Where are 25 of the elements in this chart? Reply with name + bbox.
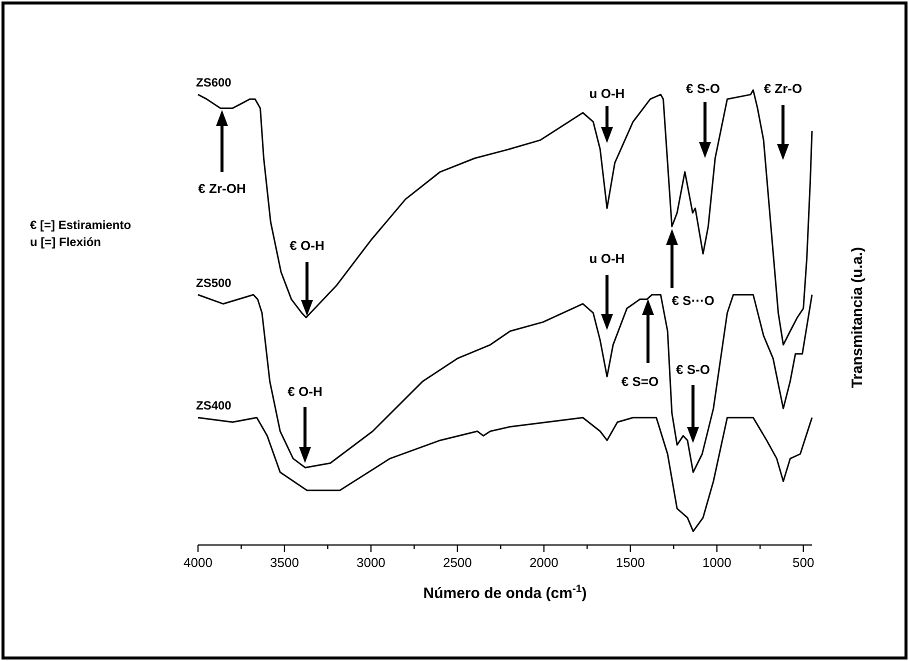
x-tick-label: 3500: [270, 555, 299, 570]
x-tick-label: 1000: [702, 555, 732, 570]
text: € [=] Estiramiento: [30, 218, 132, 232]
annotation: € S⋯O: [672, 293, 714, 308]
x-tick-label: 1500: [616, 555, 645, 570]
x-tick-label: 2500: [442, 555, 472, 570]
annotation: € O-H: [288, 384, 322, 399]
series-label: ZS500: [196, 276, 232, 290]
annotation: € S-O: [676, 362, 710, 377]
annotation: u O-H: [589, 86, 625, 101]
annotation: € Zr-O: [764, 81, 802, 96]
annotation: € S-O: [686, 81, 720, 96]
x-tick-label: 500: [792, 555, 814, 570]
x-tick-label: 3000: [356, 555, 386, 570]
y-axis-title: Transmitancia (u.a.): [849, 247, 866, 388]
annotation: u O-H: [589, 251, 625, 266]
annotation: € Zr-OH: [198, 181, 246, 196]
x-tick-label: 4000: [184, 555, 212, 570]
annotation: € O-H: [290, 238, 324, 253]
x-axis-title: Número de onda (cm$^{-1}$): [423, 583, 587, 602]
series-label: ZS400: [196, 398, 232, 413]
text: u [=] Flexión: [30, 235, 102, 249]
annotation: € S=O: [621, 374, 659, 389]
x-tick-label: 2000: [529, 555, 558, 570]
series-label: ZS600: [196, 76, 232, 90]
